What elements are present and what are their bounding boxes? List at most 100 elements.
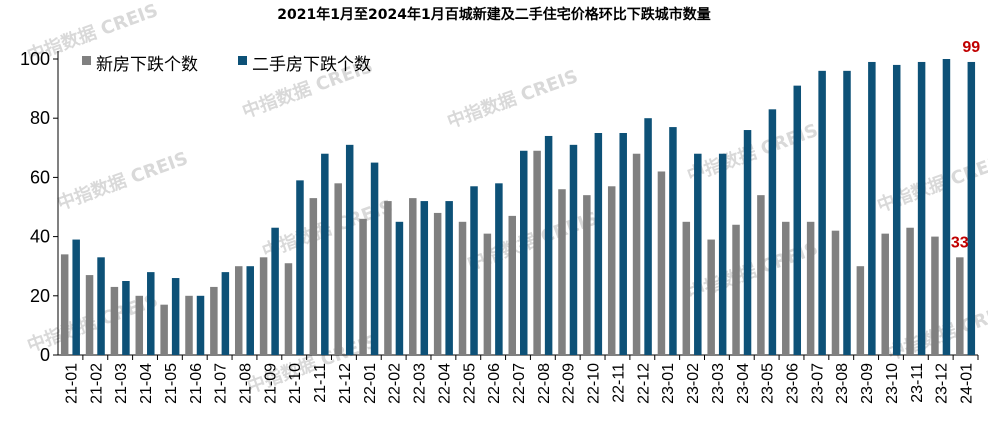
bar-new-home xyxy=(632,153,641,355)
watermark-text: 中指数据 CREIS xyxy=(444,65,581,133)
x-tick-label: 23-12 xyxy=(934,363,951,404)
x-tick-label: 23-06 xyxy=(785,363,802,404)
x-tick-label: 23-04 xyxy=(735,363,752,404)
bar-new-home xyxy=(806,221,815,355)
x-tick-label: 22-10 xyxy=(586,363,603,404)
y-tick-label: 20 xyxy=(30,286,50,306)
bar-second-hand xyxy=(843,70,851,355)
y-tick-label: 100 xyxy=(20,49,50,69)
x-tick-label: 21-03 xyxy=(113,363,130,404)
y-tick-label: 80 xyxy=(30,108,50,128)
x-tick-label: 22-09 xyxy=(561,363,578,404)
x-tick-label: 21-04 xyxy=(138,363,155,404)
bar-new-home xyxy=(831,230,840,355)
bar-second-hand xyxy=(768,109,777,355)
bar-new-home xyxy=(234,266,243,355)
bar-second-hand xyxy=(694,153,702,355)
data-label: 33 xyxy=(951,234,969,251)
bar-new-home xyxy=(60,254,69,355)
bar-new-home xyxy=(210,286,218,355)
bar-second-hand xyxy=(147,272,155,355)
bar-second-hand xyxy=(470,186,478,355)
bar-second-hand xyxy=(520,150,528,355)
bar-new-home xyxy=(856,266,865,355)
x-tick-label: 21-09 xyxy=(262,363,279,404)
y-tick-label: 60 xyxy=(30,167,50,187)
x-tick-label: 22-08 xyxy=(536,363,553,404)
bar-new-home xyxy=(558,189,566,355)
bar-second-hand xyxy=(445,201,453,355)
bar-second-hand xyxy=(967,61,976,356)
bar-second-hand xyxy=(122,281,130,355)
bar-new-home xyxy=(583,195,591,355)
bar-new-home xyxy=(185,295,193,355)
bar-second-hand xyxy=(97,257,105,355)
x-tick-label: 23-09 xyxy=(859,363,876,404)
x-tick-label: 22-03 xyxy=(412,363,429,404)
y-tick-label: 0 xyxy=(40,345,50,365)
bar-new-home xyxy=(782,221,790,355)
bar-second-hand xyxy=(171,278,180,355)
x-tick-label: 21-08 xyxy=(237,363,254,404)
bar-second-hand xyxy=(793,85,802,355)
x-tick-label: 21-06 xyxy=(188,363,205,404)
bar-new-home xyxy=(334,183,342,355)
bar-new-home xyxy=(483,233,492,355)
x-tick-label: 23-05 xyxy=(760,363,777,404)
x-tick-label: 23-11 xyxy=(909,363,926,403)
bar-second-hand xyxy=(942,59,951,355)
bar-new-home xyxy=(284,263,293,355)
legend-label: 二手房下跌个数 xyxy=(252,55,371,75)
bar-new-home xyxy=(607,186,616,355)
data-label: 99 xyxy=(962,39,980,56)
bar-second-hand xyxy=(321,153,329,355)
bar-second-hand xyxy=(917,61,926,356)
x-tick-label: 21-11 xyxy=(312,363,329,403)
bar-second-hand xyxy=(743,130,752,355)
bar-new-home xyxy=(458,221,467,355)
bar-second-hand xyxy=(892,64,901,356)
bar-new-home xyxy=(160,304,168,355)
x-tick-label: 22-07 xyxy=(511,363,528,404)
legend-swatch xyxy=(82,56,91,65)
bar-new-home xyxy=(508,215,516,355)
x-tick-label: 22-12 xyxy=(635,363,652,404)
bar-second-hand xyxy=(868,61,876,356)
x-tick-label: 22-05 xyxy=(461,363,478,404)
bar-new-home xyxy=(433,212,442,355)
bar-new-home xyxy=(110,286,119,355)
bar-new-home xyxy=(533,150,541,355)
x-tick-label: 21-10 xyxy=(287,363,304,404)
bar-new-home xyxy=(657,171,666,355)
x-tick-label: 22-11 xyxy=(610,363,627,403)
x-tick-label: 24-01 xyxy=(959,363,976,404)
legend-swatch xyxy=(238,56,247,65)
bar-new-home xyxy=(931,236,939,355)
bar-new-home xyxy=(135,295,144,355)
x-tick-label: 21-12 xyxy=(337,363,354,404)
x-tick-label: 22-04 xyxy=(436,363,453,404)
bar-second-hand xyxy=(619,133,627,355)
x-tick-label: 21-05 xyxy=(163,363,180,404)
bar-second-hand xyxy=(221,272,230,355)
x-tick-label: 21-07 xyxy=(213,363,230,404)
x-tick-label: 21-02 xyxy=(88,363,105,404)
bar-new-home xyxy=(409,198,417,355)
x-tick-label: 23-08 xyxy=(834,363,851,404)
bar-second-hand xyxy=(395,221,404,355)
bar-second-hand xyxy=(495,183,503,355)
bar-second-hand xyxy=(644,118,652,355)
x-tick-label: 22-01 xyxy=(362,363,379,404)
bar-second-hand xyxy=(818,70,826,355)
bar-new-home xyxy=(732,224,740,355)
bar-second-hand xyxy=(544,135,553,355)
bar-second-hand xyxy=(296,180,304,355)
x-tick-label: 22-06 xyxy=(486,363,503,404)
x-tick-label: 23-02 xyxy=(685,363,702,404)
x-tick-label: 21-01 xyxy=(63,363,80,404)
legend-label: 新房下跌个数 xyxy=(96,55,198,75)
bar-second-hand xyxy=(718,153,727,355)
bar-second-hand xyxy=(370,162,379,355)
